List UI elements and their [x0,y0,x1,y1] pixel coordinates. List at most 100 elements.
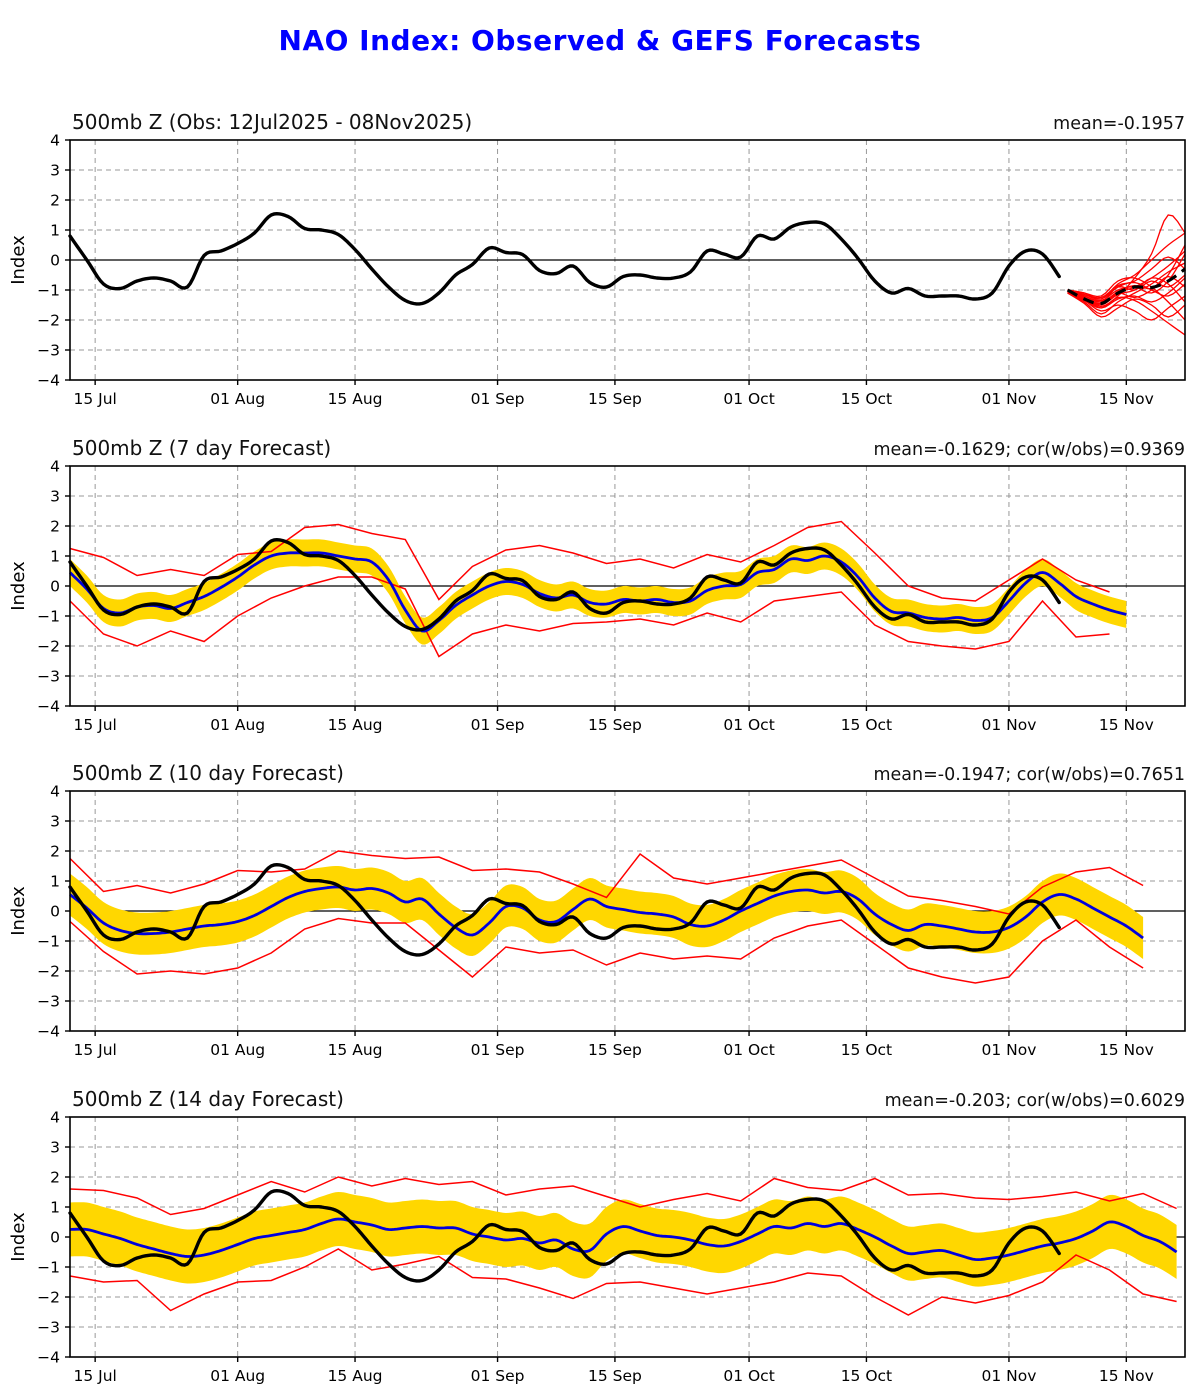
x-tick-label: 15 Aug [328,1367,383,1385]
panel-7day-title: 500mb Z (7 day Forecast) [72,436,332,460]
page-title: NAO Index: Observed & GEFS Forecasts [278,24,922,57]
y-tick-label: −4 [37,698,60,716]
x-tick-label: 15 Sep [588,716,642,734]
x-tick-label: 15 Aug [328,1041,383,1059]
y-tick-label: 4 [50,783,60,801]
panel-7day-annotation: mean=-0.1629; cor(w/obs)=0.9369 [873,440,1185,460]
panel-plot-3: 15 Jul 01 Aug 15 Aug 01 Sep 15 Sep 01 Oct 15 O… [8,1109,1186,1385]
observed-line [68,863,1061,957]
panel-obs-title: 500mb Z (Obs: 12Jul2025 - 08Nov2025) [72,110,473,134]
y-tick-label: 3 [50,162,60,180]
y-tick-label: −1 [37,282,60,300]
observed-line [68,538,1061,632]
y-tick-label: 1 [50,222,60,240]
x-tick-label: 15 Nov [1099,390,1154,408]
x-tick-label: 01 Aug [210,390,265,408]
x-tick-label: 01 Sep [471,716,525,734]
y-tick-label: 1 [50,873,60,891]
envelope-lower-line [69,1248,1177,1316]
y-tick-label: 0 [50,903,60,921]
x-tick-label: 01 Nov [981,1041,1036,1059]
spread-band [70,1192,1177,1287]
x-tick-label: 15 Nov [1099,1367,1154,1385]
forecast-mean-line [69,885,1144,940]
y-tick-label: 1 [50,548,60,566]
y-tick-label: 1 [50,1199,60,1217]
x-tick-label: 15 Sep [588,1367,642,1385]
envelope-lower-line [69,576,1110,658]
x-tick-label: 15 Sep [588,1041,642,1059]
envelope-upper-line [69,850,1144,915]
x-tick-label: 15 Jul [73,390,116,408]
y-tick-label: −2 [37,638,60,656]
ensemble-mean-dashed-line [1066,267,1186,306]
x-tick-label: 15 Oct [841,716,892,734]
x-tick-label: 01 Oct [723,1367,774,1385]
y-tick-label: −3 [37,342,60,360]
x-tick-label: 15 Oct [841,1041,892,1059]
y-tick-label: −2 [37,1289,60,1307]
envelope-upper-line [69,520,1110,602]
x-tick-label: 15 Oct [841,390,892,408]
panel-10day-annotation: mean=-0.1947; cor(w/obs)=0.7651 [873,765,1185,785]
y-axis-label: Index [8,235,29,285]
x-tick-label: 01 Oct [723,390,774,408]
x-tick-label: 15 Aug [328,390,383,408]
ensemble-member-line [1067,281,1186,300]
x-tick-label: 01 Aug [210,1041,265,1059]
envelope-lower-line [69,917,1144,984]
y-tick-label: −1 [37,608,60,626]
x-tick-label: 15 Aug [328,716,383,734]
ensemble-member-line [1067,244,1186,303]
x-tick-label: 01 Nov [981,390,1036,408]
forecast-mean-line [69,1217,1178,1261]
x-tick-label: 01 Oct [723,1041,774,1059]
panel-10day-title: 500mb Z (10 day Forecast) [72,761,344,785]
x-tick-label: 15 Oct [841,1367,892,1385]
x-tick-label: 01 Oct [723,716,774,734]
panel-plot-0: 15 Jul 01 Aug 15 Aug 01 Sep 15 Sep 01 Oct 15 O… [8,132,1186,408]
x-tick-label: 01 Sep [471,390,525,408]
y-tick-label: 0 [50,1229,60,1247]
x-tick-label: 15 Sep [588,390,642,408]
y-tick-label: 0 [50,252,60,270]
y-tick-label: −4 [37,372,60,390]
y-tick-label: −4 [37,1349,60,1367]
y-tick-label: −2 [37,312,60,330]
x-tick-label: 15 Nov [1099,716,1154,734]
y-tick-label: −4 [37,1023,60,1041]
ensemble-member-line [1067,292,1186,318]
ensemble-member-line [1067,292,1186,336]
forecast-mean-line [69,551,1127,633]
y-tick-label: 0 [50,578,60,596]
observed-line [68,212,1061,306]
panel-plot-2: 15 Jul 01 Aug 15 Aug 01 Sep 15 Sep 01 Oct 15 O… [8,783,1186,1059]
y-tick-label: −3 [37,1319,60,1337]
x-tick-label: 01 Aug [210,716,265,734]
y-tick-label: −2 [37,963,60,981]
y-tick-label: −1 [37,1259,60,1277]
observed-line [68,1189,1061,1283]
y-tick-label: −1 [37,933,60,951]
x-tick-label: 01 Sep [471,1041,525,1059]
x-tick-label: 15 Nov [1099,1041,1154,1059]
x-tick-label: 15 Jul [73,1367,116,1385]
y-tick-label: 3 [50,1139,60,1157]
y-tick-label: 2 [50,192,60,210]
y-tick-label: 2 [50,518,60,536]
y-tick-label: 3 [50,813,60,831]
x-tick-label: 01 Nov [981,1367,1036,1385]
panel-obs-annotation: mean=-0.1957 [1053,114,1185,134]
y-tick-label: 2 [50,843,60,861]
spread-band [70,866,1144,959]
y-tick-label: 4 [50,458,60,476]
panel-14day-title: 500mb Z (14 day Forecast) [72,1087,344,1111]
y-axis-label: Index [8,561,29,611]
panel-14day-annotation: mean=-0.203; cor(w/obs)=0.6029 [884,1091,1185,1111]
panel-plot-1: 15 Jul 01 Aug 15 Aug 01 Sep 15 Sep 01 Oct 15 O… [8,458,1186,734]
x-tick-label: 15 Jul [73,716,116,734]
y-tick-label: −3 [37,668,60,686]
y-axis-label: Index [8,1212,29,1262]
y-tick-label: 4 [50,132,60,150]
